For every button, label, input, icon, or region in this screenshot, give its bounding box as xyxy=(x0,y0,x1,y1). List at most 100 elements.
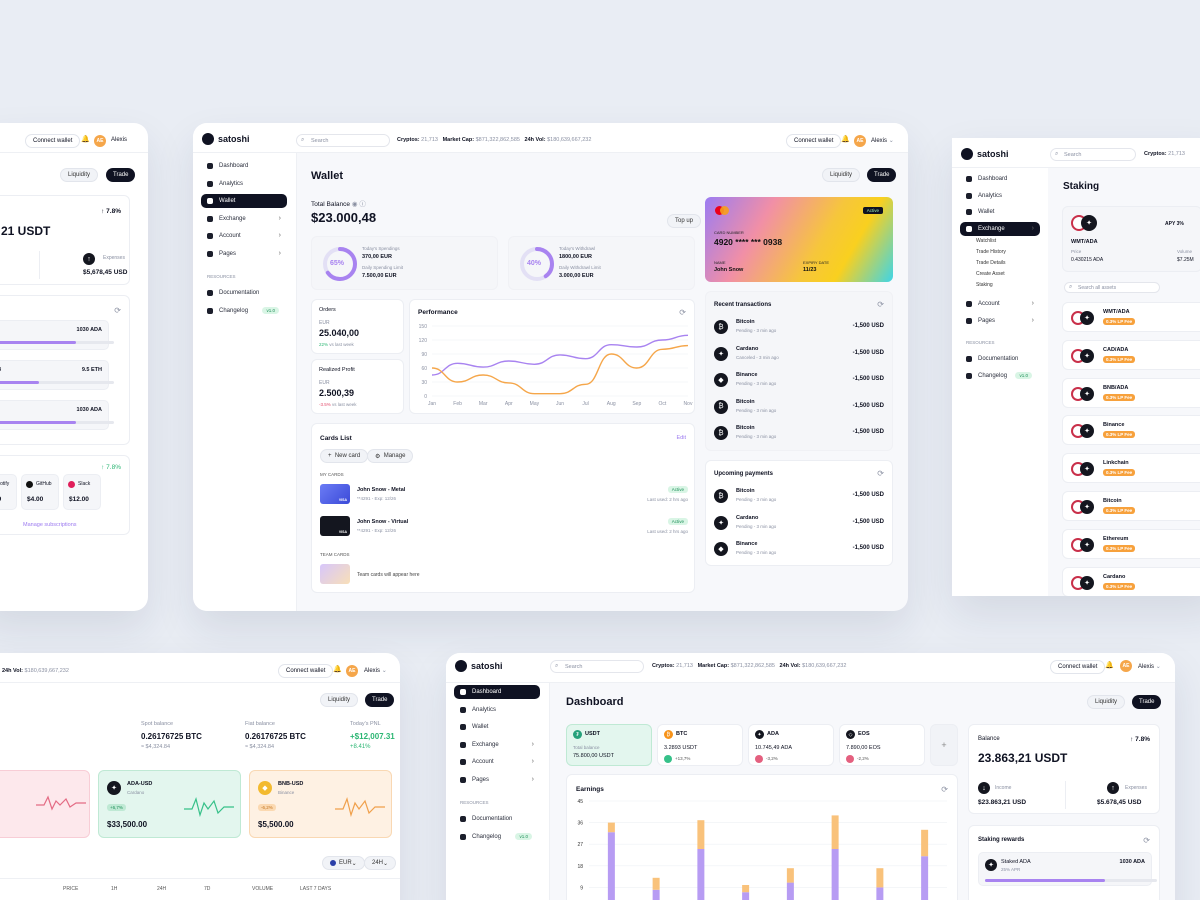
add-tile-button[interactable]: + xyxy=(930,724,958,766)
sidebar-item-exchange[interactable]: Exchange › xyxy=(201,212,287,226)
column-header[interactable]: 1H xyxy=(111,886,118,892)
transaction-row[interactable]: ◆ Binance Pending - 3 min ago -1,500 USD xyxy=(714,538,884,562)
manage-subscriptions-link[interactable]: Manage subscriptions xyxy=(23,522,77,528)
sidebar-subitem[interactable]: Trade Details xyxy=(976,260,1006,266)
sidebar-item-pages[interactable]: Pages › xyxy=(960,314,1040,328)
avatar[interactable]: AE xyxy=(94,135,106,147)
refresh-icon[interactable]: ⟳ xyxy=(941,785,948,794)
trade-button[interactable]: Trade xyxy=(106,168,136,182)
sidebar-item-documentation[interactable]: Documentation xyxy=(201,286,287,300)
bell-icon[interactable]: 🔔 xyxy=(333,666,342,673)
sidebar-item-account[interactable]: Account › xyxy=(454,755,540,769)
transaction-row[interactable]: ✦ Cardano Canceled - 3 min ago -1,500 USD xyxy=(714,343,884,367)
refresh-icon[interactable]: ⟳ xyxy=(679,308,686,317)
user-name[interactable]: Alexis ⌄ xyxy=(364,668,387,674)
currency-select[interactable]: EUR ⌄ xyxy=(322,856,365,870)
sidebar-item-documentation[interactable]: Documentation xyxy=(454,812,540,826)
asset-row[interactable]: ✦ Binance 0.3% LP Fee xyxy=(1062,415,1200,446)
trade-button[interactable]: Trade xyxy=(365,693,395,707)
asset-search-input[interactable]: ⌕ Search all assets xyxy=(1064,282,1160,293)
sidebar-subitem[interactable]: Watchlist xyxy=(976,238,997,244)
sidebar-item-analytics[interactable]: Analytics xyxy=(454,703,540,717)
transaction-row[interactable]: ₿ Bitcoin Pending - 3 min ago -1,500 USD xyxy=(714,485,884,509)
bank-card[interactable]: Active CARD NUMBER 4920 **** *** 0938 NA… xyxy=(705,197,893,282)
user-name[interactable]: Alexis xyxy=(111,137,128,143)
transaction-row[interactable]: ₿ Bitcoin Pending - 3 min ago -1,500 USD xyxy=(714,422,884,446)
sidebar-item-pages[interactable]: Pages › xyxy=(201,247,287,261)
bell-icon[interactable]: 🔔 xyxy=(81,136,90,143)
pair-card-bnb[interactable]: ◆ BNB-USD Binance -6,2% $5,500.00 xyxy=(249,770,392,838)
featured-stake-card[interactable]: ✦ APY 3% WMT/ADA Price 0.430215 ADA Volu… xyxy=(1062,206,1200,272)
new-card-button[interactable]: + New card xyxy=(320,449,369,463)
refresh-icon[interactable]: ⟳ xyxy=(877,469,884,478)
sidebar-item-documentation[interactable]: Documentation xyxy=(960,352,1040,366)
sidebar-subitem[interactable]: Staking xyxy=(976,282,993,288)
bell-icon[interactable]: 🔔 xyxy=(1105,662,1114,669)
liquidity-button[interactable]: Liquidity xyxy=(822,168,861,182)
trade-button[interactable]: Trade xyxy=(1132,695,1162,709)
card-row[interactable]: VISA John Snow - Virtual **4291 - Exp: 12/… xyxy=(320,516,688,540)
column-header[interactable]: 24H xyxy=(157,886,167,892)
refresh-icon[interactable]: ⟳ xyxy=(114,306,121,315)
edit-link[interactable]: Edit xyxy=(676,435,686,441)
column-header[interactable]: VOLUME xyxy=(252,886,274,892)
sidebar-item-dashboard[interactable]: Dashboard xyxy=(201,159,287,173)
coin-tile-eos[interactable]: ◇ EOS 7.890,00 EOS -2,2% xyxy=(839,724,925,766)
transaction-row[interactable]: ₿ Bitcoin Pending - 3 min ago -1,500 USD xyxy=(714,316,884,340)
top-up-button[interactable]: Top up xyxy=(667,214,702,228)
connect-wallet-button[interactable]: Connect wallet xyxy=(25,134,81,148)
search-input[interactable]: ⌕ Search xyxy=(1050,148,1136,161)
connect-wallet-button[interactable]: Connect wallet xyxy=(278,664,334,678)
coin-tile-usdt[interactable]: ₮ USDT Total balance 75.800,00 USDT xyxy=(566,724,652,766)
subscription-item[interactable]: Slack $12.00 xyxy=(63,474,101,510)
sidebar-item-exchange[interactable]: Exchange › xyxy=(454,738,540,752)
staked-item[interactable]: ✦ Staked ADA 1030 ADA 25% APR xyxy=(978,852,1157,886)
asset-row[interactable]: ✦ CAD/ADA 0.3% LP Fee xyxy=(1062,339,1200,370)
sidebar-item-analytics[interactable]: Analytics xyxy=(960,189,1040,203)
asset-row[interactable]: ✦ WMT/ADA 0.3% LP Fee xyxy=(1062,302,1200,332)
coin-tile-btc[interactable]: ₿ BTC 3.2893 USDT +13,7% xyxy=(657,724,743,766)
subscription-item[interactable]: Spotify$7.99 xyxy=(0,474,17,510)
asset-row[interactable]: ✦ Bitcoin 0.3% LP Fee xyxy=(1062,491,1200,521)
sidebar-item-exchange[interactable]: Exchange › xyxy=(960,221,1040,236)
user-name[interactable]: Alexis ⌄ xyxy=(871,138,894,144)
sidebar-item-account[interactable]: Account › xyxy=(960,297,1040,311)
asset-row[interactable]: ✦ Linkchain 0.3% LP Fee xyxy=(1062,453,1200,484)
subscription-item[interactable]: GitHub $4.00 xyxy=(21,474,59,510)
user-name[interactable]: Alexis ⌄ xyxy=(1138,664,1161,670)
sidebar-item-wallet[interactable]: Wallet xyxy=(201,194,287,208)
card-row[interactable]: VISA John Snow - Metal **4291 - Exp: 12/26… xyxy=(320,484,688,508)
bell-icon[interactable]: 🔔 xyxy=(841,136,850,143)
connect-wallet-button[interactable]: Connect wallet xyxy=(1050,660,1106,674)
search-input[interactable]: ⌕ Search xyxy=(550,660,644,673)
transaction-row[interactable]: ✦ Cardano Pending - 3 min ago -1,500 USD xyxy=(714,512,884,536)
sidebar-subitem[interactable]: Trade History xyxy=(976,249,1006,255)
sidebar-item-wallet[interactable]: Wallet xyxy=(960,205,1040,219)
sidebar-item-dashboard[interactable]: Dashboard xyxy=(960,172,1040,186)
sidebar-item-changelog[interactable]: Changelog v1.0 xyxy=(201,304,287,318)
period-select[interactable]: 24H ⌄ xyxy=(364,856,397,870)
manage-button[interactable]: ⚙ Manage xyxy=(367,449,414,463)
sidebar-item-changelog[interactable]: Changelog v1.0 xyxy=(960,369,1040,383)
search-input[interactable]: ⌕ Search xyxy=(296,134,390,147)
column-header[interactable]: PRICE xyxy=(63,886,79,892)
asset-row[interactable]: ✦ BNB/ADA 0.3% LP Fee xyxy=(1062,377,1200,408)
transaction-row[interactable]: ◆ Binance Pending - 3 min ago -1,500 USD xyxy=(714,369,884,393)
trade-button[interactable]: Trade xyxy=(867,168,897,182)
liquidity-button[interactable]: Liquidity xyxy=(1087,695,1126,709)
liquidity-button[interactable]: Liquidity xyxy=(60,168,99,182)
avatar[interactable]: AE xyxy=(1120,660,1132,672)
avatar[interactable]: AE xyxy=(346,665,358,677)
stake-item[interactable]: TH9.5 ETH xyxy=(0,360,114,390)
liquidity-button[interactable]: Liquidity xyxy=(320,693,359,707)
sidebar-item-changelog[interactable]: Changelog v1.0 xyxy=(454,830,540,844)
sidebar-item-pages[interactable]: Pages › xyxy=(454,773,540,787)
avatar[interactable]: AE xyxy=(854,135,866,147)
connect-wallet-button[interactable]: Connect wallet xyxy=(786,134,842,148)
transaction-row[interactable]: ₿ Bitcoin Pending - 3 min ago -1,500 USD xyxy=(714,396,884,420)
column-header[interactable]: LAST 7 DAYS xyxy=(300,886,332,892)
pair-card-ada[interactable]: ✦ ADA-USD Cardano +6,7% $33,500.00 xyxy=(98,770,241,838)
column-header[interactable]: 7D xyxy=(204,886,211,892)
refresh-icon[interactable]: ⟳ xyxy=(1143,836,1150,845)
